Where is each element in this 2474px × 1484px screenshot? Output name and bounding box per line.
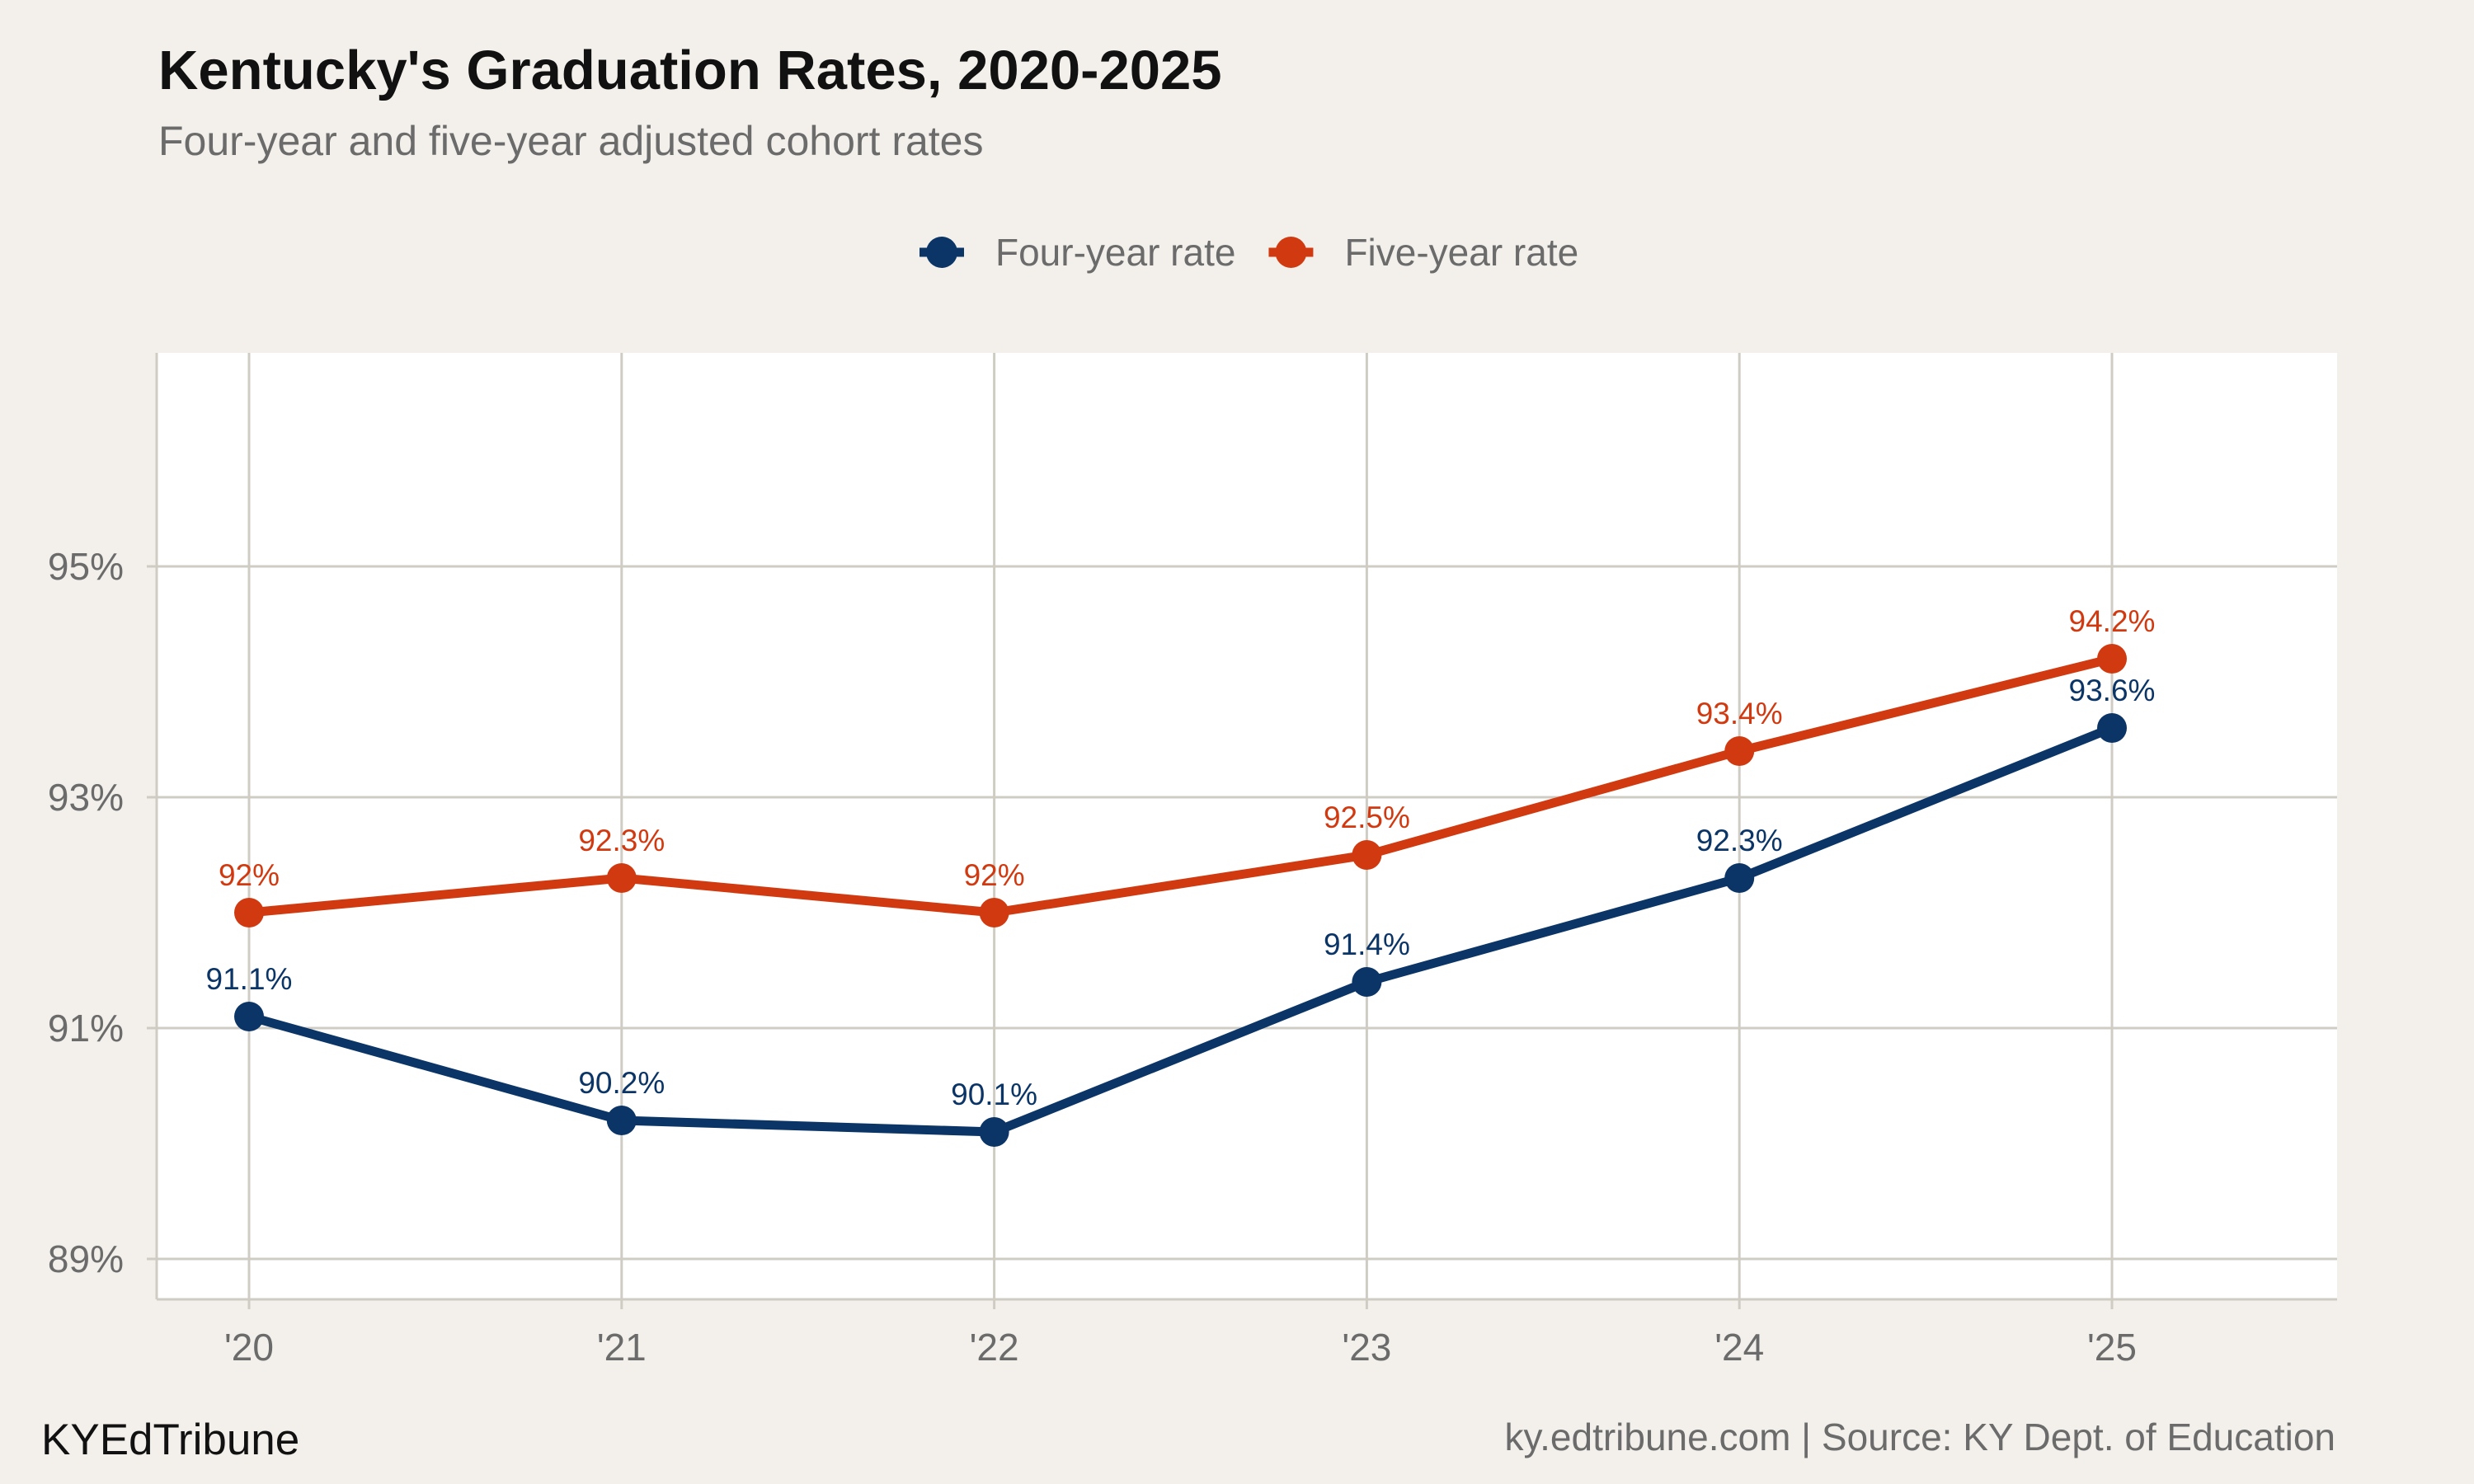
five-year-rate-line (244, 654, 2117, 918)
chart-subtitle: Four-year and five-year adjusted cohort … (158, 118, 984, 164)
chart-title: Kentucky's Graduation Rates, 2020-2025 (158, 40, 1222, 101)
y-tick-label: 95% (48, 545, 124, 588)
five-year-rate-point (979, 898, 1009, 928)
x-tick-label: '25 (2087, 1326, 2137, 1369)
four-year-rate-point (979, 1117, 1009, 1147)
footer-source: ky.edtribune.com | Source: KY Dept. of E… (1505, 1416, 2335, 1458)
grid (157, 353, 2337, 1299)
five-year-rate-data-label: 93.4% (1696, 697, 1783, 730)
x-tick-label: '23 (1342, 1326, 1391, 1369)
x-tick-label: '21 (597, 1326, 647, 1369)
five-year-rate-data-label: 94.2% (2069, 604, 2156, 638)
four-year-rate-point (1724, 863, 1755, 893)
axes: '20 '21 '22 '23 '24 '25 89% 91% 93% 95% (48, 353, 2337, 1369)
four-year-rate-point (234, 1002, 264, 1031)
four-year-rate-point (2097, 713, 2127, 743)
four-year-rate-data-label: 92.3% (1696, 824, 1783, 857)
four-year-rate-data-label: 91.1% (206, 962, 293, 996)
x-tick-label: '22 (970, 1326, 1019, 1369)
four-year-rate-point (1352, 967, 1382, 997)
legend: Four-year rate Five-year rate (920, 231, 1578, 274)
five-year-rate-point (234, 898, 264, 928)
five-year-rate-point (2097, 644, 2127, 674)
four-year-rate-point (606, 1106, 637, 1135)
five-year-rate-data-label: 92.5% (1324, 801, 1410, 834)
five-year-rate-data-label: 92% (964, 858, 1025, 892)
y-tick-label: 91% (48, 1007, 124, 1050)
y-tick-label: 93% (48, 776, 124, 819)
four-year-rate-data-label: 93.6% (2069, 674, 2156, 707)
four-year-rate-legend-marker (926, 237, 957, 268)
four-year-rate-data-label: 91.4% (1324, 928, 1410, 961)
five-year-rate-point (1352, 840, 1382, 870)
data-labels: 91.1% 90.2% 90.1% 91.4% 92.3% 93.6% 92% 92.3% 92… (206, 604, 2156, 1111)
y-tick-label: 89% (48, 1237, 124, 1280)
five-year-rate-legend-marker (1275, 237, 1307, 268)
four-year-rate-line (244, 723, 2117, 1137)
five-year-rate-data-label: 92% (219, 858, 280, 892)
four-year-rate-data-label: 90.2% (578, 1066, 665, 1100)
four-year-rate-data-label: 90.1% (951, 1078, 1037, 1111)
five-year-rate-data-label: 92.3% (578, 824, 665, 857)
footer-brand: KYEdTribune (41, 1416, 299, 1464)
x-tick-label: '20 (224, 1326, 274, 1369)
plot-panel (157, 353, 2337, 1299)
four-year-rate-legend-label: Four-year rate (995, 231, 1235, 274)
five-year-rate-point (606, 863, 637, 893)
five-year-rate-point (1724, 736, 1755, 766)
five-year-rate-legend-label: Five-year rate (1344, 231, 1578, 274)
x-tick-label: '24 (1714, 1326, 1764, 1369)
series-layer (234, 644, 2127, 1147)
